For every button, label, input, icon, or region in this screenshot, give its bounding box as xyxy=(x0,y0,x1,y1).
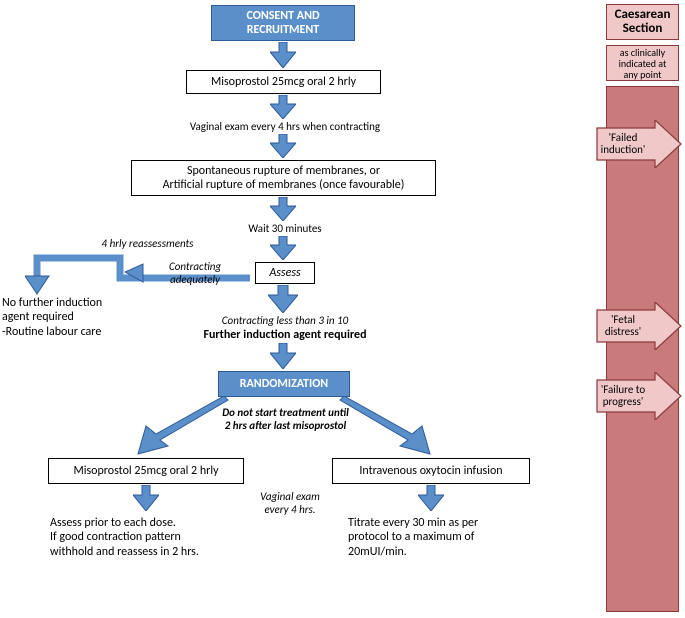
arrow-2 xyxy=(270,95,296,119)
label-reassess4: 4 hrly reassessments xyxy=(85,237,210,250)
nofurther-text: No further induction agent required -Rou… xyxy=(2,296,102,339)
label-donotstart: Do not start treatment until 2 hrs after… xyxy=(198,406,373,432)
assess-prior-text: Assess prior to each dose. If good contr… xyxy=(50,516,199,559)
further-required-text: Further induction agent required xyxy=(203,328,366,342)
iv-oxy-text: Intravenous oxytocin infusion xyxy=(359,464,502,478)
svg-text:distress': distress' xyxy=(605,325,641,338)
label-wait30: Wait 30 minutes xyxy=(230,222,340,235)
pink-arrow-2: 'Fetal distress' xyxy=(595,302,683,350)
arrow-5 xyxy=(270,236,296,260)
label-vagexam-mid: Vaginal exam every 4 hrs. xyxy=(250,490,330,516)
node-randomization: RANDOMIZATION xyxy=(218,371,350,397)
cs-header: Caesarean Section xyxy=(606,4,679,40)
arrow-1 xyxy=(270,42,296,68)
node-miso25: Misoprostol 25mcg oral 2 hrly xyxy=(186,70,381,94)
reassess4-text: 4 hrly reassessments xyxy=(102,237,194,250)
consent-text: CONSENT AND RECRUITMENT xyxy=(246,9,319,38)
arrow-6 xyxy=(268,285,298,313)
node-miso25-left: Misoprostol 25mcg oral 2 hrly xyxy=(48,458,244,484)
wait30-text: Wait 30 minutes xyxy=(248,222,321,235)
svg-text:progress': progress' xyxy=(603,395,644,408)
pink-arrow-3: 'Failure to progress' xyxy=(595,372,683,420)
arrow-4 xyxy=(270,197,296,221)
donotstart-text: Do not start treatment until 2 hrs after… xyxy=(222,406,349,432)
node-consent: CONSENT AND RECRUITMENT xyxy=(211,5,355,41)
svg-text:induction': induction' xyxy=(601,143,646,156)
label-vagexam4: Vaginal exam every 4 hrs when contractin… xyxy=(150,120,420,133)
randomization-text: RANDOMIZATION xyxy=(240,377,328,391)
arrow-7 xyxy=(270,343,296,369)
node-rupture: Spontaneous rupture of membranes, or Art… xyxy=(131,160,436,196)
node-iv-oxy: Intravenous oxytocin infusion xyxy=(332,458,530,484)
arrow-8r xyxy=(418,485,444,511)
vagexam-mid-text: Vaginal exam every 4 hrs. xyxy=(260,490,320,516)
arrow-3 xyxy=(270,134,296,158)
label-contracting-less: Contracting less than 3 in 10 xyxy=(185,314,385,327)
vagexam4-text: Vaginal exam every 4 hrs when contractin… xyxy=(190,120,380,133)
label-assess-prior: Assess prior to each dose. If good contr… xyxy=(50,516,240,559)
cs-title-text: Caesarean Section xyxy=(615,8,671,37)
cs-sub-text: as clinically indicated at any point xyxy=(619,47,667,80)
assess-text: Assess xyxy=(269,266,300,280)
label-titrate: Titrate every 30 min as per protocol to … xyxy=(348,516,528,559)
label-contracting-adeq: Contracting adequately xyxy=(160,260,230,286)
label-nofurther: No further induction agent required -Rou… xyxy=(2,296,132,339)
label-further-required: Further induction agent required xyxy=(170,328,400,342)
titrate-text: Titrate every 30 min as per protocol to … xyxy=(348,516,478,559)
node-assess: Assess xyxy=(255,262,315,284)
miso25-left-text: Misoprostol 25mcg oral 2 hrly xyxy=(73,464,218,478)
miso25-text: Misoprostol 25mcg oral 2 hrly xyxy=(211,75,356,89)
rupture-text: Spontaneous rupture of membranes, or Art… xyxy=(163,164,405,193)
contracting-less-text: Contracting less than 3 in 10 xyxy=(222,314,348,327)
arrow-8l xyxy=(133,485,159,511)
pink-arrow-1: 'Failed induction' xyxy=(595,120,683,168)
cs-sub: as clinically indicated at any point xyxy=(606,45,679,81)
contracting-adeq-text: Contracting adequately xyxy=(169,260,221,286)
